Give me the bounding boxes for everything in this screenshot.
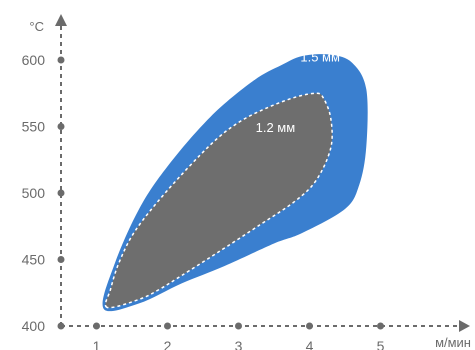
y-tick-600 (57, 56, 65, 64)
regions-layer (102, 54, 368, 312)
labels-layer: 1.5 мм 1.2 мм (256, 49, 340, 134)
x-tick-3 (235, 322, 242, 330)
x-tick-5 (377, 322, 384, 330)
x-tick-label-1: 1 (93, 338, 101, 350)
y-tick-550 (57, 123, 65, 130)
y-tick-label-600: 600 (22, 52, 46, 68)
x-tick-2 (164, 322, 171, 330)
region-1-2- (104, 92, 333, 309)
x-tick-1 (93, 322, 100, 330)
y-tick-label-500: 500 (22, 185, 46, 201)
y-axis-unit: °C (29, 19, 44, 34)
region-label-1-5-: 1.5 мм (300, 49, 340, 64)
y-tick-label-450: 450 (22, 252, 46, 268)
origin-dot (57, 322, 65, 330)
y-tick-label-400: 400 (22, 318, 46, 334)
x-axis-unit: м/мин (435, 335, 471, 350)
x-tick-label-2: 2 (164, 338, 172, 350)
region-label-1-2-: 1.2 мм (256, 120, 296, 135)
x-axis-arrow (459, 320, 470, 332)
x-tick-label-3: 3 (235, 338, 243, 350)
y-axis-arrow (55, 14, 67, 26)
axes-layer: 1 2 3 4 5 400 450 500 550 600 м/мин °C (22, 14, 471, 350)
x-tick-label-4: 4 (306, 338, 314, 350)
x-tick-4 (306, 322, 313, 330)
y-tick-label-550: 550 (22, 119, 46, 135)
y-tick-450 (57, 256, 65, 263)
x-tick-label-5: 5 (377, 338, 385, 350)
y-tick-500 (57, 189, 65, 197)
